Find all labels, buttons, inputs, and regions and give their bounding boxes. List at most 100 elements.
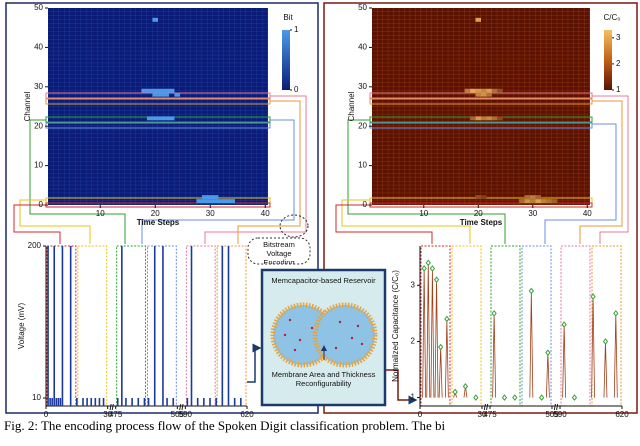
heatmap-cell — [169, 88, 175, 93]
spike — [51, 398, 53, 406]
heatmap-cell — [229, 199, 235, 204]
heatmap-cell — [158, 116, 164, 121]
spike — [76, 398, 78, 406]
spike — [190, 246, 193, 406]
colorbar-tick-label: 1 — [294, 25, 299, 34]
peak-marker — [501, 394, 508, 401]
spike — [240, 398, 242, 406]
heatmap-cell — [464, 88, 471, 93]
annotation-text: Bitstream Voltage Encoding — [263, 240, 295, 264]
y-tick-label: 1 — [411, 393, 416, 402]
y-tick-label: 30 — [358, 82, 367, 91]
heatmap-cell — [152, 116, 158, 121]
axis-break: // — [179, 403, 184, 412]
heatmap-cell — [486, 116, 492, 121]
colorbar — [604, 30, 612, 90]
x-tick-label: 505 — [545, 410, 559, 418]
heatmap-cell — [530, 199, 536, 204]
heatmap-cell — [486, 92, 492, 97]
x-tick-label: 40 — [261, 209, 270, 218]
heatmap-cell — [535, 199, 541, 204]
reservoir-title-text: Memcapacitor-based Reservoir — [271, 276, 376, 285]
spike — [121, 246, 123, 406]
spike — [147, 398, 150, 406]
y-tick-label: 0 — [363, 200, 368, 209]
x-tick-label: 590 — [553, 410, 567, 418]
figure: Bit C/C₀ Bitstream Voltage Encoding Memc… — [5, 2, 638, 418]
x-tick-label: 30 — [103, 410, 112, 418]
spike — [116, 398, 119, 406]
heatmap-cell — [481, 195, 487, 200]
reservoir-note: Membrane Area and Thickness Reconfigurab… — [271, 370, 376, 388]
heatmap-cell — [207, 195, 213, 200]
colorbar-tick-label: 3 — [616, 33, 621, 42]
annotation-box — [247, 237, 311, 265]
peak-marker — [602, 338, 609, 345]
axis-break: // — [484, 403, 489, 412]
heatmap-cell — [169, 116, 175, 121]
x-tick-label: 475 — [109, 410, 123, 418]
x-tick-label: 590 — [179, 410, 193, 418]
x-axis-label: Time Steps — [460, 218, 503, 227]
spike — [61, 246, 64, 406]
heatmap-bg — [48, 8, 268, 205]
peak — [444, 318, 449, 398]
reservoir-title: Memcapacitor-based Reservoir — [271, 276, 376, 285]
spike — [166, 398, 168, 406]
y-axis-label: Channel — [23, 91, 32, 121]
heatmap-cell — [535, 195, 541, 200]
peak-marker — [425, 259, 431, 267]
heatmap-cell — [163, 116, 169, 121]
peak-marker — [613, 310, 619, 317]
heatmap-cell — [163, 92, 169, 97]
spike — [94, 398, 97, 406]
heatmap-cell — [481, 116, 487, 121]
spike — [69, 246, 72, 406]
peak — [603, 341, 608, 398]
heatmap-cell — [207, 199, 213, 204]
segment-box — [185, 245, 216, 407]
x-tick-label: 620 — [615, 410, 629, 418]
spike — [86, 398, 88, 406]
heatmap-cell — [475, 17, 481, 22]
heatmap-cell — [524, 195, 531, 200]
spike — [59, 398, 62, 406]
spike — [221, 246, 224, 406]
heatmap-cell — [519, 199, 525, 204]
spike — [102, 398, 105, 406]
x-tick-label: 30 — [478, 410, 487, 418]
heatmap-cell — [546, 199, 552, 204]
y-tick-label: 2 — [411, 337, 416, 346]
heatmap-cell — [486, 88, 492, 93]
y-axis-label: Channel — [347, 91, 356, 121]
heatmap-cell — [202, 195, 208, 200]
spike — [227, 246, 230, 406]
y-tick-label: 200 — [28, 241, 42, 250]
peak — [562, 324, 567, 398]
spike — [233, 398, 236, 406]
peak — [430, 268, 435, 398]
y-tick-label: 0 — [39, 200, 44, 209]
y-tick-label: 40 — [358, 43, 367, 52]
peak — [613, 313, 618, 398]
spike — [90, 398, 93, 406]
peak-marker — [462, 383, 469, 390]
heatmap-cell — [475, 88, 481, 93]
left-panel — [5, 2, 319, 414]
heatmap-cell — [147, 88, 153, 93]
spike — [162, 246, 164, 406]
segment-box — [46, 245, 77, 407]
heatmap-cell — [174, 92, 180, 97]
heatmap-cell — [540, 199, 547, 204]
colorbar-tick-label: 2 — [616, 59, 621, 68]
x-tick-label: 10 — [96, 209, 105, 218]
heatmap-cell — [475, 116, 481, 121]
peak — [426, 262, 431, 398]
reservoir-note-text: Membrane Area and Thickness Reconfigurab… — [271, 370, 376, 388]
heatmap-cell — [497, 88, 503, 93]
heatmap-cell — [202, 199, 208, 204]
spike — [49, 398, 51, 406]
spike — [131, 398, 133, 406]
y-axis-label: Voltage (mV) — [17, 303, 26, 350]
